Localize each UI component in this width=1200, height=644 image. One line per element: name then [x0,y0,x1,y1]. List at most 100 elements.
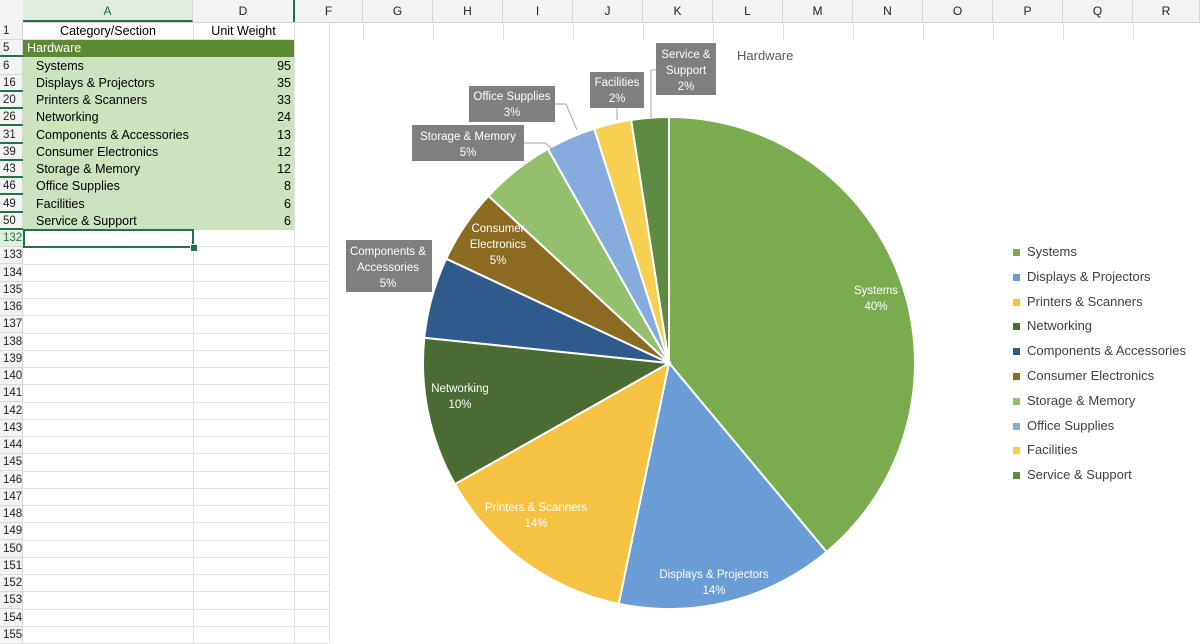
fill-handle[interactable] [190,244,198,252]
unit-weight-cell[interactable]: 8 [284,179,291,194]
row-header[interactable]: 153 [0,592,23,610]
legend-item[interactable]: Networking [1013,314,1186,339]
row-header[interactable]: 133 [0,247,23,265]
row-header[interactable]: 142 [0,403,23,420]
data-label[interactable]: 5% [490,255,507,267]
data-label[interactable]: Service & [661,49,711,61]
data-label-callout[interactable] [412,125,524,161]
unit-weight-cell[interactable]: 24 [277,110,291,125]
legend-item[interactable]: Systems [1013,240,1186,265]
row-header[interactable]: 144 [0,437,23,454]
row-header[interactable]: 137 [0,316,23,334]
legend-item[interactable]: Consumer Electronics [1013,364,1186,389]
row-header[interactable]: 49 [0,196,23,213]
legend-item[interactable]: Storage & Memory [1013,389,1186,414]
data-label[interactable]: 2% [609,93,626,105]
row-header[interactable]: 136 [0,299,23,316]
column-header-h[interactable]: H [433,0,503,22]
column-header-j[interactable]: J [573,0,643,22]
chart-legend[interactable]: Systems Displays & Projectors Printers & S… [1013,240,1186,488]
pie-slice[interactable] [630,115,670,364]
legend-item[interactable]: Office Supplies [1013,414,1186,439]
data-label[interactable]: 14% [702,585,725,597]
column-header-g[interactable]: G [363,0,433,22]
data-label[interactable]: Storage & Memory [420,131,516,143]
header-cell-category[interactable]: Category/Section [60,24,156,38]
category-name-cell[interactable]: Service & Support [36,213,137,228]
row-header[interactable]: 149 [0,523,23,541]
row-header[interactable]: 26 [0,109,23,127]
row-header[interactable]: 6 [0,58,23,75]
unit-weight-cell[interactable]: 33 [277,93,291,107]
row-header[interactable]: 5 [0,40,23,58]
column-header-a[interactable]: A [23,0,193,22]
pie-slice[interactable] [453,361,671,605]
row-header[interactable]: 143 [0,420,23,437]
data-label[interactable]: Networking [431,383,489,395]
category-name-cell[interactable]: Consumer Electronics [36,144,159,159]
unit-weight-cell[interactable]: 6 [284,196,291,211]
category-name-cell[interactable]: Facilities [36,196,85,211]
column-header-p[interactable]: P [993,0,1063,22]
data-label[interactable]: Systems [854,285,898,297]
category-name-cell[interactable]: Networking [36,110,99,125]
row-header[interactable]: 145 [0,454,23,472]
data-label[interactable]: Components & [350,246,426,258]
data-label[interactable]: Displays & Projectors [659,569,769,581]
legend-item[interactable]: Service & Support [1013,463,1186,488]
row-header[interactable]: 148 [0,506,23,523]
unit-weight-cell[interactable]: 6 [284,213,291,228]
data-label[interactable]: 3% [504,107,521,119]
pie-slice[interactable] [422,336,673,486]
data-label[interactable]: 14% [524,518,547,530]
unit-weight-cell[interactable]: 95 [277,58,291,73]
row-header[interactable]: 135 [0,282,23,299]
data-label[interactable]: 10% [448,399,471,411]
data-label[interactable]: Support [666,65,707,77]
data-label[interactable]: Consumer [471,223,524,235]
column-header-l[interactable]: L [713,0,783,22]
row-header[interactable]: 151 [0,558,23,575]
unit-weight-cell[interactable]: 35 [277,75,291,90]
row-header[interactable]: 39 [0,144,23,161]
row-header[interactable]: 16 [0,75,23,92]
data-label[interactable]: Electronics [470,239,526,251]
row-header[interactable]: 150 [0,541,23,558]
header-cell-weight[interactable]: Unit Weight [211,24,276,38]
row-header[interactable]: 141 [0,385,23,403]
data-label[interactable]: 5% [380,278,397,290]
data-label[interactable]: 5% [460,147,477,159]
row-header[interactable]: 43 [0,161,23,178]
row-header[interactable]: 146 [0,472,23,489]
category-name-cell[interactable]: Systems [36,58,84,73]
legend-item[interactable]: Printers & Scanners [1013,290,1186,315]
row-header[interactable]: 139 [0,351,23,368]
unit-weight-cell[interactable]: 12 [277,162,291,176]
pie-slice[interactable] [668,115,916,554]
data-label[interactable]: Facilities [595,77,640,89]
row-header[interactable]: 46 [0,178,23,196]
row-header[interactable]: 1 [0,23,23,40]
data-label-callout[interactable] [656,43,716,95]
row-header[interactable]: 138 [0,334,23,351]
category-name-cell[interactable]: Office Supplies [36,179,120,194]
category-name-cell[interactable]: Components & Accessories [36,127,189,142]
data-label-callout[interactable] [469,86,555,122]
data-label-callout[interactable] [590,72,644,108]
chart-title[interactable]: Hardware [737,48,794,63]
section-label-cell[interactable]: Hardware [27,41,82,55]
category-name-cell[interactable]: Displays & Projectors [36,75,155,90]
legend-item[interactable]: Components & Accessories [1013,339,1186,364]
row-header[interactable]: 140 [0,368,23,385]
row-header[interactable]: 147 [0,489,23,506]
column-header-k[interactable]: K [643,0,713,22]
data-label[interactable]: Printers & Scanners [485,502,588,514]
column-header-f[interactable]: F [295,0,363,22]
data-label-callout[interactable] [346,240,432,292]
row-header[interactable]: 31 [0,127,23,144]
data-label[interactable]: Office Supplies [473,91,550,103]
column-header-o[interactable]: O [923,0,993,22]
unit-weight-cell[interactable]: 13 [277,127,291,142]
row-header[interactable]: 132 [0,230,23,247]
data-label[interactable]: 2% [678,81,695,93]
